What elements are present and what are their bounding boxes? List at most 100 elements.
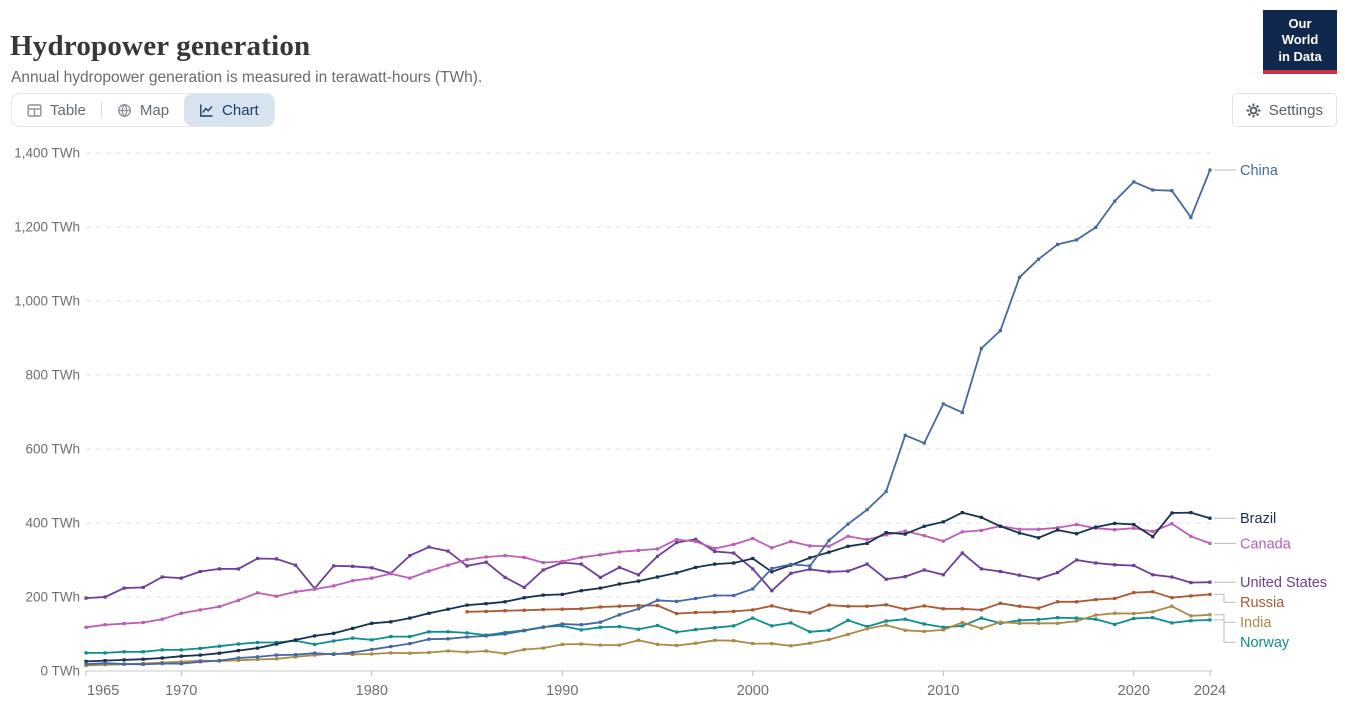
data-point <box>351 579 355 583</box>
series-label-canada[interactable]: Canada <box>1214 536 1292 552</box>
data-point <box>122 650 126 654</box>
data-point <box>789 562 793 566</box>
data-point <box>979 346 983 350</box>
data-point <box>1036 577 1041 581</box>
data-point <box>389 635 393 639</box>
entity-label[interactable]: Canada <box>1240 536 1292 552</box>
data-point <box>160 617 164 621</box>
data-point <box>274 557 279 561</box>
data-point <box>541 625 545 629</box>
data-point <box>1208 541 1212 545</box>
data-point <box>84 662 88 666</box>
data-point <box>751 608 755 612</box>
series-line-brazil[interactable] <box>85 511 1211 663</box>
data-point <box>179 660 183 664</box>
entity-label[interactable]: Russia <box>1240 595 1285 611</box>
data-point <box>141 662 145 666</box>
data-point <box>960 551 964 555</box>
series-label-china[interactable]: China <box>1214 163 1279 179</box>
data-point <box>560 559 564 564</box>
data-point <box>1132 180 1136 184</box>
data-point <box>1170 189 1174 193</box>
tab-map[interactable]: Map <box>102 94 184 126</box>
owid-logo[interactable]: Our World in Data <box>1263 10 1337 74</box>
data-point <box>713 549 717 554</box>
data-point <box>465 558 469 562</box>
series-canada[interactable] <box>84 522 1212 629</box>
series-label-russia[interactable]: Russia <box>1214 593 1285 611</box>
data-point <box>255 640 260 645</box>
line-chart-icon <box>199 103 214 118</box>
entity-label[interactable]: Norway <box>1240 635 1290 651</box>
series-russia[interactable] <box>465 590 1212 616</box>
data-point <box>827 544 831 548</box>
entity-label[interactable]: Brazil <box>1240 511 1276 527</box>
series-label-norway[interactable]: Norway <box>1214 619 1290 651</box>
series-brazil[interactable] <box>84 511 1212 663</box>
series-line-russia[interactable] <box>466 590 1211 615</box>
data-point <box>1132 591 1136 595</box>
data-point <box>351 652 355 656</box>
data-point <box>1170 511 1174 515</box>
tab-table[interactable]: Table <box>12 94 101 126</box>
data-point <box>1113 563 1117 567</box>
data-point <box>1151 616 1155 620</box>
data-point <box>560 607 564 611</box>
data-point <box>274 642 279 646</box>
series-line-canada[interactable] <box>85 522 1211 629</box>
data-point <box>884 489 888 494</box>
series-china[interactable] <box>84 168 1212 666</box>
data-point <box>370 638 374 642</box>
data-point <box>465 635 469 639</box>
data-point <box>179 611 183 615</box>
data-point <box>294 655 298 659</box>
data-point <box>1170 575 1174 579</box>
data-point <box>1017 604 1022 608</box>
series-line-united-states[interactable] <box>85 538 1211 599</box>
data-point <box>827 628 831 632</box>
series-label-united-states[interactable]: United States <box>1214 575 1327 591</box>
data-point <box>294 653 298 657</box>
chart-canvas[interactable]: 0 TWh 200 TWh 400 TWh 600 TWh 800 TWh 1,000 T… <box>0 140 1345 707</box>
entity-label[interactable]: China <box>1240 163 1279 179</box>
data-point <box>617 565 621 569</box>
data-point <box>579 623 583 627</box>
data-point <box>903 433 907 437</box>
data-point <box>313 634 317 638</box>
label-connector <box>1214 614 1236 623</box>
data-point <box>103 661 107 665</box>
data-point <box>751 556 755 561</box>
tab-chart[interactable]: Chart <box>184 94 274 126</box>
data-point <box>655 623 660 628</box>
series-line-norway[interactable] <box>86 616 1211 654</box>
data-point <box>655 642 660 646</box>
data-point <box>1036 257 1041 261</box>
data-point <box>351 564 355 568</box>
settings-button[interactable]: Settings <box>1231 93 1337 127</box>
series-united-states[interactable] <box>84 537 1212 600</box>
data-point <box>236 649 240 653</box>
data-point <box>1189 215 1193 219</box>
data-point <box>827 538 831 542</box>
data-point <box>503 575 507 579</box>
data-point <box>960 511 964 515</box>
series-line-india[interactable] <box>85 605 1211 667</box>
data-point <box>1208 580 1212 584</box>
data-point <box>903 607 907 611</box>
series-line-china[interactable] <box>85 169 1211 666</box>
data-point <box>236 658 240 662</box>
data-point <box>370 576 374 580</box>
data-point <box>979 528 983 532</box>
data-point <box>522 647 526 652</box>
data-point <box>313 651 317 655</box>
data-point <box>313 642 317 646</box>
data-point <box>1208 613 1212 617</box>
data-point <box>1189 614 1193 618</box>
data-point <box>751 616 755 620</box>
series-label-india[interactable]: India <box>1214 614 1272 631</box>
data-point <box>636 638 641 642</box>
entity-label[interactable]: India <box>1240 615 1272 631</box>
entity-label[interactable]: United States <box>1240 575 1327 591</box>
series-label-brazil[interactable]: Brazil <box>1214 511 1276 527</box>
data-point <box>579 589 583 593</box>
